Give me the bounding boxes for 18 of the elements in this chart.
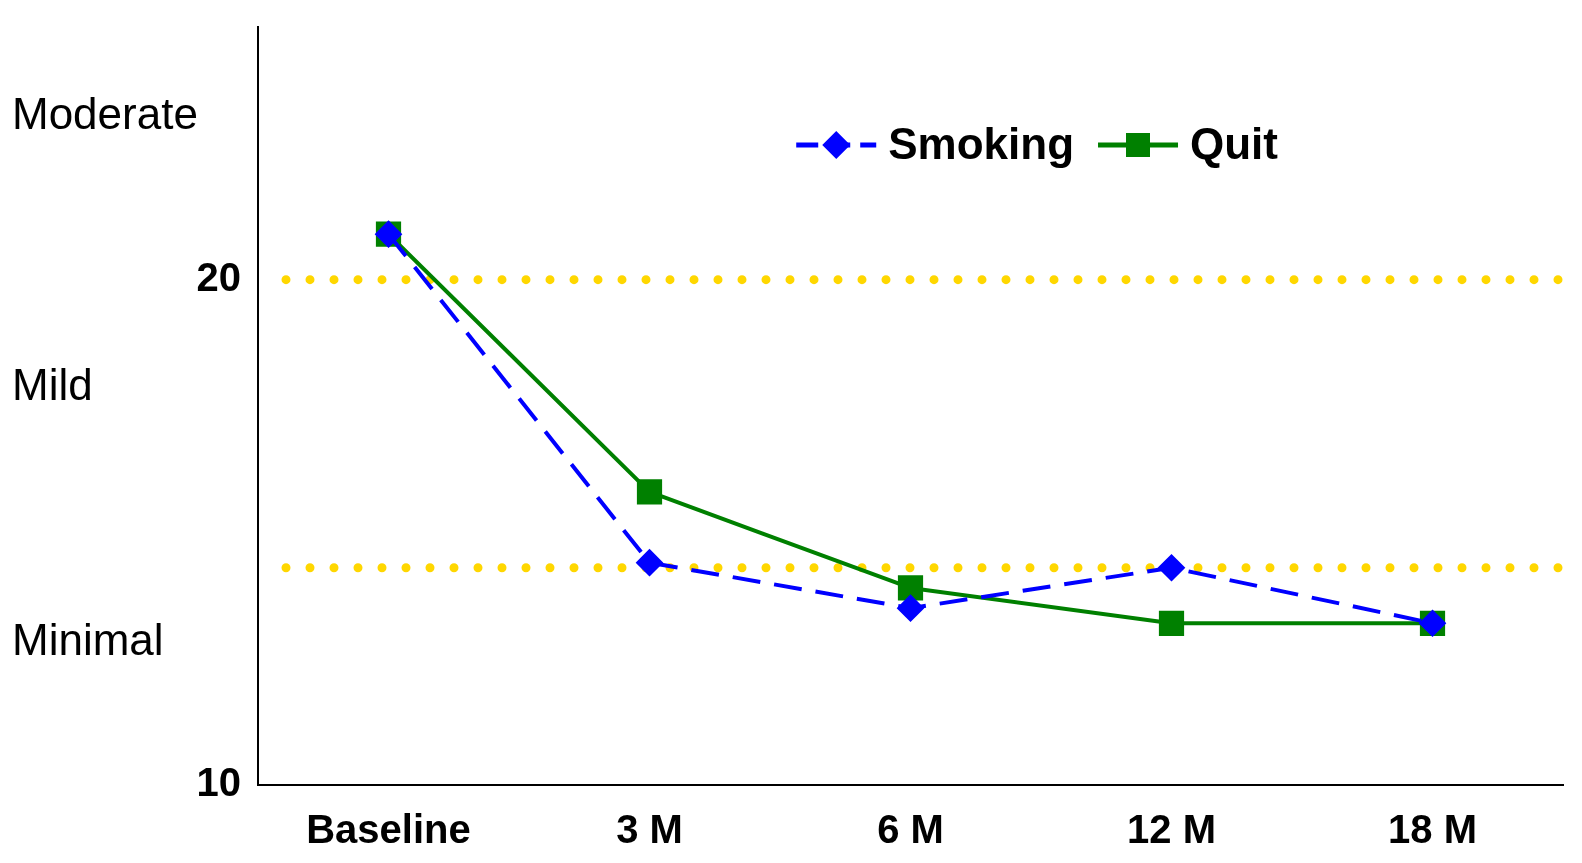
x-tick-label: 12 M — [1127, 807, 1216, 852]
x-tick-label: 6 M — [877, 807, 944, 852]
legend-label: Quit — [1190, 119, 1279, 169]
text: Moderate — [12, 88, 198, 138]
legend-label: Smoking — [888, 119, 1075, 169]
y-tick-label: 10 — [196, 760, 241, 805]
point — [636, 549, 663, 576]
point — [1158, 610, 1185, 636]
text: Mild — [12, 360, 93, 410]
y-tick-label: 20 — [196, 254, 241, 299]
point — [897, 575, 924, 601]
x-tick-label: Baseline — [306, 807, 471, 852]
text: Minimal — [12, 615, 164, 665]
x-tick-label: 3 M — [616, 807, 683, 852]
point — [897, 595, 924, 622]
x-tick-label: 18 M — [1388, 807, 1477, 852]
point — [1158, 554, 1185, 581]
point — [636, 479, 663, 505]
